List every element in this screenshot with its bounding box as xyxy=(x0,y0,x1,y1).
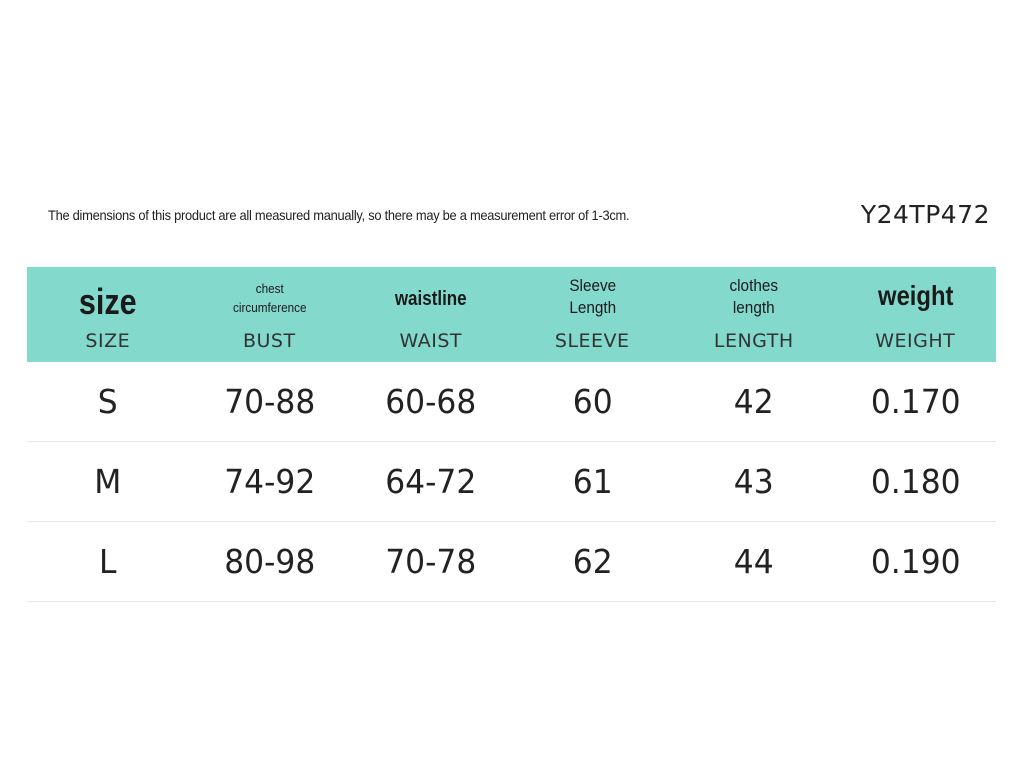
header-bust-sublabel: BUST xyxy=(242,330,296,352)
cell-weight: 0.180 xyxy=(870,462,961,501)
cell-size: S xyxy=(97,382,118,421)
cell-weight: 0.190 xyxy=(870,542,961,581)
cell-sleeve: 62 xyxy=(572,542,613,581)
cell-waist: 64-72 xyxy=(385,462,477,501)
header-weight-sublabel: WEIGHT xyxy=(875,330,956,352)
cell-sleeve: 60 xyxy=(572,382,613,421)
header-waist: waistline WAIST xyxy=(350,267,512,362)
header-size-label: size xyxy=(78,281,137,322)
table-header: size SIZE chest circumference BUST waist… xyxy=(27,267,996,362)
cell-length: 44 xyxy=(733,542,774,581)
header-length-label-line2: length xyxy=(732,298,775,317)
header-sleeve-label-line1: Sleeve xyxy=(568,276,616,295)
cell-length: 42 xyxy=(733,382,774,421)
cell-bust: 74-92 xyxy=(223,462,315,501)
header-size-sublabel: SIZE xyxy=(85,330,131,352)
cell-size: M xyxy=(94,462,122,501)
product-code: Y24TP472 xyxy=(860,200,990,229)
header-sleeve-label-line2: Length xyxy=(568,298,616,317)
table-row: L 80-98 70-78 62 44 0.190 xyxy=(27,522,996,602)
cell-weight: 0.170 xyxy=(870,382,961,421)
header-waist-label: waistline xyxy=(394,288,467,310)
measurement-note: The dimensions of this product are all m… xyxy=(48,207,630,223)
cell-size: L xyxy=(99,542,117,581)
cell-bust: 80-98 xyxy=(223,542,315,581)
cell-sleeve: 61 xyxy=(572,462,613,501)
header-length-label: clothes length xyxy=(681,275,826,319)
header-bust-label-line2: circumference xyxy=(232,300,306,315)
cell-waist: 60-68 xyxy=(385,382,477,421)
cell-bust: 70-88 xyxy=(223,382,315,421)
table-row: S 70-88 60-68 60 42 0.170 xyxy=(27,362,996,442)
cell-length: 43 xyxy=(733,462,774,501)
cell-waist: 70-78 xyxy=(385,542,477,581)
header-bust: chest circumference BUST xyxy=(189,267,351,362)
header-bust-label: chest circumference xyxy=(197,279,342,317)
size-chart-table: size SIZE chest circumference BUST waist… xyxy=(27,267,996,602)
header-waist-sublabel: WAIST xyxy=(399,330,462,352)
header-sleeve: Sleeve Length SLEEVE xyxy=(512,267,674,362)
header-weight-label: weight xyxy=(877,280,953,311)
table-row: M 74-92 64-72 61 43 0.180 xyxy=(27,442,996,522)
header-length-sublabel: LENGTH xyxy=(713,330,794,352)
header-size: size SIZE xyxy=(27,267,189,362)
header-sleeve-sublabel: SLEEVE xyxy=(554,330,630,352)
header-length: clothes length LENGTH xyxy=(673,267,835,362)
header-weight: weight WEIGHT xyxy=(835,267,997,362)
header-length-label-line1: clothes xyxy=(729,276,778,295)
header-bust-label-line1: chest xyxy=(255,281,284,296)
header-sleeve-label: Sleeve Length xyxy=(520,275,665,319)
